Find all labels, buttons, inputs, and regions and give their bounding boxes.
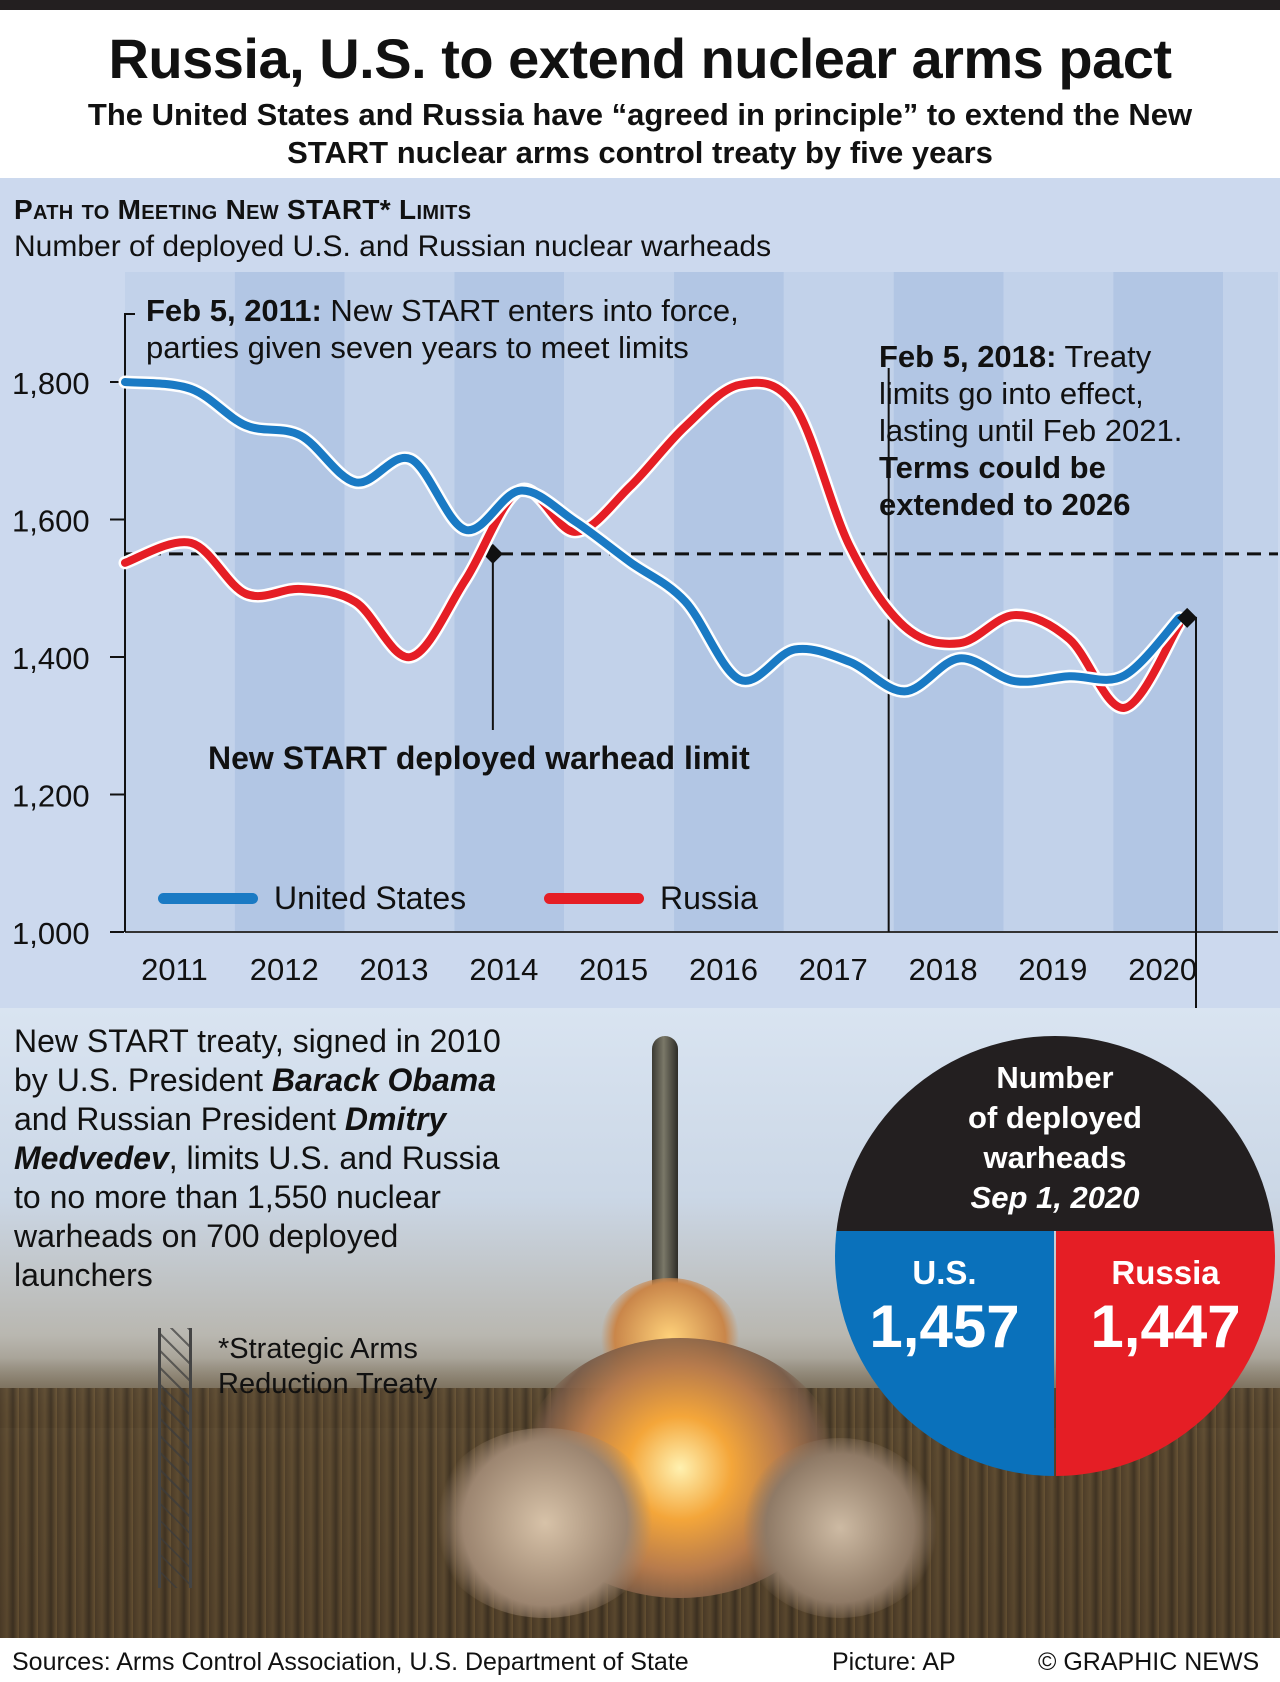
year-band xyxy=(893,272,1004,932)
header: Russia, U.S. to extend nuclear arms pact… xyxy=(0,10,1280,178)
x-tick-label: 2016 xyxy=(689,952,758,987)
treaty-text-line3: and Russian President xyxy=(14,1101,345,1137)
page-subtitle: The United States and Russia have “agree… xyxy=(87,97,1193,170)
annotation-2011-line2: parties given seven years to meet limits xyxy=(146,330,689,365)
footer-picture-credit: Picture: AP xyxy=(832,1648,956,1676)
annotation-2018-line1: Treaty xyxy=(1056,339,1152,374)
legend-label-russia: Russia xyxy=(660,879,758,916)
y-tick-label: 1,800 xyxy=(12,366,90,401)
treaty-text-line1: New START treaty, signed in 2010 xyxy=(14,1023,501,1059)
counter-us-label: U.S. xyxy=(912,1254,977,1291)
x-tick-label: 2013 xyxy=(360,952,429,987)
name-obama: Barack Obama xyxy=(271,1062,497,1098)
x-tick-label: 2019 xyxy=(1018,952,1087,987)
legend-swatch-us xyxy=(158,892,258,904)
year-band xyxy=(125,272,235,932)
chart-title: Path to Meeting New START* Limits xyxy=(14,194,472,225)
x-tick-label: 2020 xyxy=(1128,952,1197,987)
counter-date: Sep 1, 2020 xyxy=(970,1180,1140,1215)
missile-launch-photo: New START treaty, signed in 2010 by U.S.… xyxy=(0,1008,1280,1638)
treaty-text-line7: launchers xyxy=(14,1257,153,1293)
year-band xyxy=(1223,272,1278,932)
x-tick-label: 2017 xyxy=(799,952,868,987)
footer: Sources: Arms Control Association, U.S. … xyxy=(0,1638,1280,1682)
y-tick-label: 1,000 xyxy=(12,916,90,951)
treaty-text-line6: warheads on 700 deployed xyxy=(14,1218,399,1254)
page-title: Russia, U.S. to extend nuclear arms pact xyxy=(108,27,1172,90)
footnote-line1: *Strategic Arms xyxy=(218,1333,418,1365)
footer-copyright: © GRAPHIC NEWS xyxy=(1038,1648,1260,1676)
name-dmitry: Dmitry xyxy=(344,1101,447,1137)
annotation-2011-date: Feb 5, 2011: xyxy=(146,293,322,328)
limit-label: New START deployed warhead limit xyxy=(208,740,750,776)
counter-us-bg xyxy=(835,1231,1054,1476)
counter-header-bg xyxy=(835,1036,1275,1231)
annotation-2018-line3: lasting until Feb 2021. xyxy=(879,413,1183,448)
year-band xyxy=(564,272,675,932)
x-tick-label: 2012 xyxy=(250,952,319,987)
counter-heading-line2: of deployed xyxy=(968,1100,1142,1135)
treaty-text-line5: to no more than 1,550 nuclear xyxy=(14,1179,441,1215)
annotation-2018-bold2: Terms could be xyxy=(879,450,1106,485)
counter-heading: Number of deployed warheads Sep 1, 2020 xyxy=(835,1058,1275,1218)
x-tick-label: 2014 xyxy=(469,952,538,987)
y-tick-label: 1,600 xyxy=(12,504,90,539)
legend-swatch-russia xyxy=(544,892,644,904)
year-band xyxy=(454,272,565,932)
treaty-description: New START treaty, signed in 2010 by U.S.… xyxy=(14,1022,574,1295)
counter-us-value: 1,457 xyxy=(869,1293,1020,1360)
chart-subtitle: Number of deployed U.S. and Russian nucl… xyxy=(14,230,772,263)
treaty-text-line2: by U.S. President xyxy=(14,1062,272,1098)
y-tick-label: 1,200 xyxy=(12,779,90,814)
name-medvedev: Medvedev xyxy=(14,1140,169,1176)
counter-heading-line1: Number xyxy=(996,1060,1114,1095)
leader-2011 xyxy=(124,313,135,932)
legend-item-russia: Russia xyxy=(544,878,758,918)
footnote: *Strategic Arms Reduction Treaty xyxy=(218,1332,437,1402)
markers xyxy=(1177,607,1198,1008)
legend-label-us: United States xyxy=(274,879,467,916)
end-marker xyxy=(1177,607,1198,628)
x-tick-label: 2011 xyxy=(141,952,208,987)
counter-heading-line3: warheads xyxy=(983,1140,1127,1175)
series-lines xyxy=(118,375,1186,715)
year-band xyxy=(1113,272,1224,932)
legend-item-us: United States xyxy=(158,878,466,918)
x-tick-label: 2015 xyxy=(579,952,648,987)
annotation-2011: Feb 5, 2011: New START enters into force… xyxy=(146,292,739,366)
counter-russia-value: 1,447 xyxy=(1090,1293,1241,1360)
warhead-count-circle: Number of deployed warheads Sep 1, 2020 … xyxy=(835,1036,1275,1476)
y-tick-label: 1,400 xyxy=(12,641,90,676)
treaty-text-line4: , limits U.S. and Russia xyxy=(168,1140,500,1176)
top-bar xyxy=(0,0,1280,10)
x-tick-label: 2018 xyxy=(909,952,978,987)
footer-sources: Sources: Arms Control Association, U.S. … xyxy=(12,1648,689,1676)
annotation-2018-bold3: extended to 2026 xyxy=(879,487,1131,522)
smoke-cloud-left xyxy=(430,1428,660,1618)
line-chart: 1,000 1,200 1,400 1,600 1,800 2011 2012 2013 201… xyxy=(12,272,1278,1008)
year-band xyxy=(1003,272,1114,932)
counter-russia-bg xyxy=(1056,1231,1275,1476)
us-line xyxy=(121,378,1184,696)
russia-line xyxy=(121,378,1184,712)
radio-tower xyxy=(158,1328,192,1588)
counter-russia-label: Russia xyxy=(1111,1254,1220,1291)
footnote-line2: Reduction Treaty xyxy=(218,1368,438,1400)
missile xyxy=(652,1036,678,1306)
annotation-2018-date: Feb 5, 2018: xyxy=(879,339,1057,374)
annotation-2018: Feb 5, 2018: Treaty limits go into effec… xyxy=(879,338,1182,523)
annotation-2018-line2: limits go into effect, xyxy=(879,376,1144,411)
axes: 1,000 1,200 1,400 1,600 1,800 2011 2012 2013 201… xyxy=(12,313,1278,987)
annotation-2011-line1: New START enters into force, xyxy=(321,293,739,328)
